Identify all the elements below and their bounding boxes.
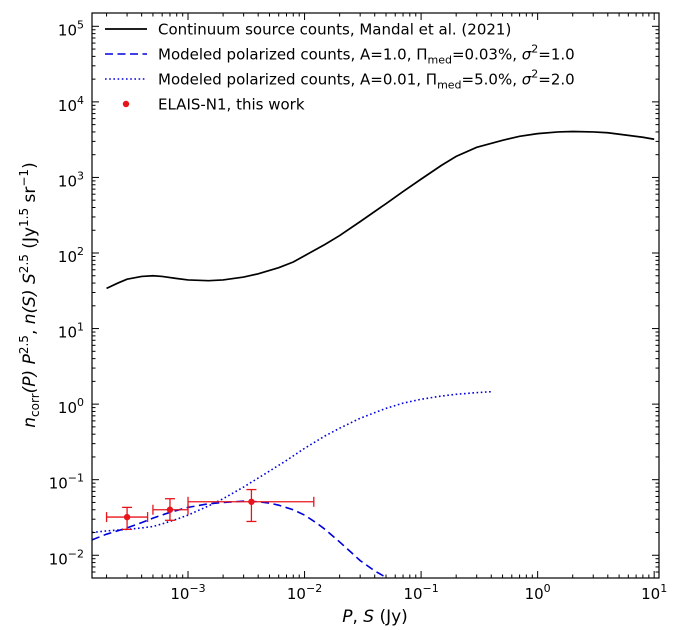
data-point-1 xyxy=(105,506,149,531)
x-tick-label: 10−2 xyxy=(287,582,322,603)
y-tick-label: 10−1 xyxy=(49,472,84,493)
legend: Continuum source counts, Mandal et al. (… xyxy=(105,21,575,114)
data-point-2 xyxy=(152,498,189,521)
y-tick-label: 102 xyxy=(58,245,84,266)
data-point-marker xyxy=(248,498,255,505)
legend-item-2: Modeled polarized counts, A=1.0, Πmed=0.… xyxy=(105,43,575,67)
series-line-2 xyxy=(92,500,387,578)
x-tick-label: 10−1 xyxy=(403,582,438,603)
y-tick-label: 10−2 xyxy=(49,547,84,568)
legend-marker-icon xyxy=(122,100,130,108)
y-tick-label: 105 xyxy=(58,18,84,39)
y-tick-label: 103 xyxy=(58,169,84,190)
data-point-3 xyxy=(187,488,315,523)
y-tick-label: 101 xyxy=(58,321,84,342)
y-tick-label: 100 xyxy=(58,396,84,417)
data-point-marker xyxy=(166,506,174,513)
data-point-marker xyxy=(123,513,131,521)
legend-item-4: ELAIS-N1, this work xyxy=(122,96,305,114)
y-axis-title: ncorr(P) P2.5, n(S) S2.5 (Jy1.5 sr−1) xyxy=(17,162,42,427)
legend-label: Modeled polarized counts, A=1.0, Πmed=0.… xyxy=(158,43,575,67)
x-tick-label: 10−3 xyxy=(170,582,205,603)
legend-label: Modeled polarized counts, A=0.01, Πmed=5… xyxy=(158,68,575,92)
legend-item-3: Modeled polarized counts, A=0.01, Πmed=5… xyxy=(105,68,575,92)
series-line-1 xyxy=(106,130,655,290)
x-tick-label: 101 xyxy=(641,582,667,603)
legend-label: ELAIS-N1, this work xyxy=(158,96,305,114)
legend-label: Continuum source counts, Mandal et al. (… xyxy=(158,21,511,39)
x-axis-title: P, S (Jy) xyxy=(342,607,408,627)
plot-area xyxy=(92,130,655,578)
legend-item-1: Continuum source counts, Mandal et al. (… xyxy=(105,21,511,39)
plot-frame xyxy=(91,12,660,579)
y-tick-label: 104 xyxy=(58,94,84,115)
series-line-3 xyxy=(92,390,492,534)
x-tick-label: 100 xyxy=(525,582,551,603)
